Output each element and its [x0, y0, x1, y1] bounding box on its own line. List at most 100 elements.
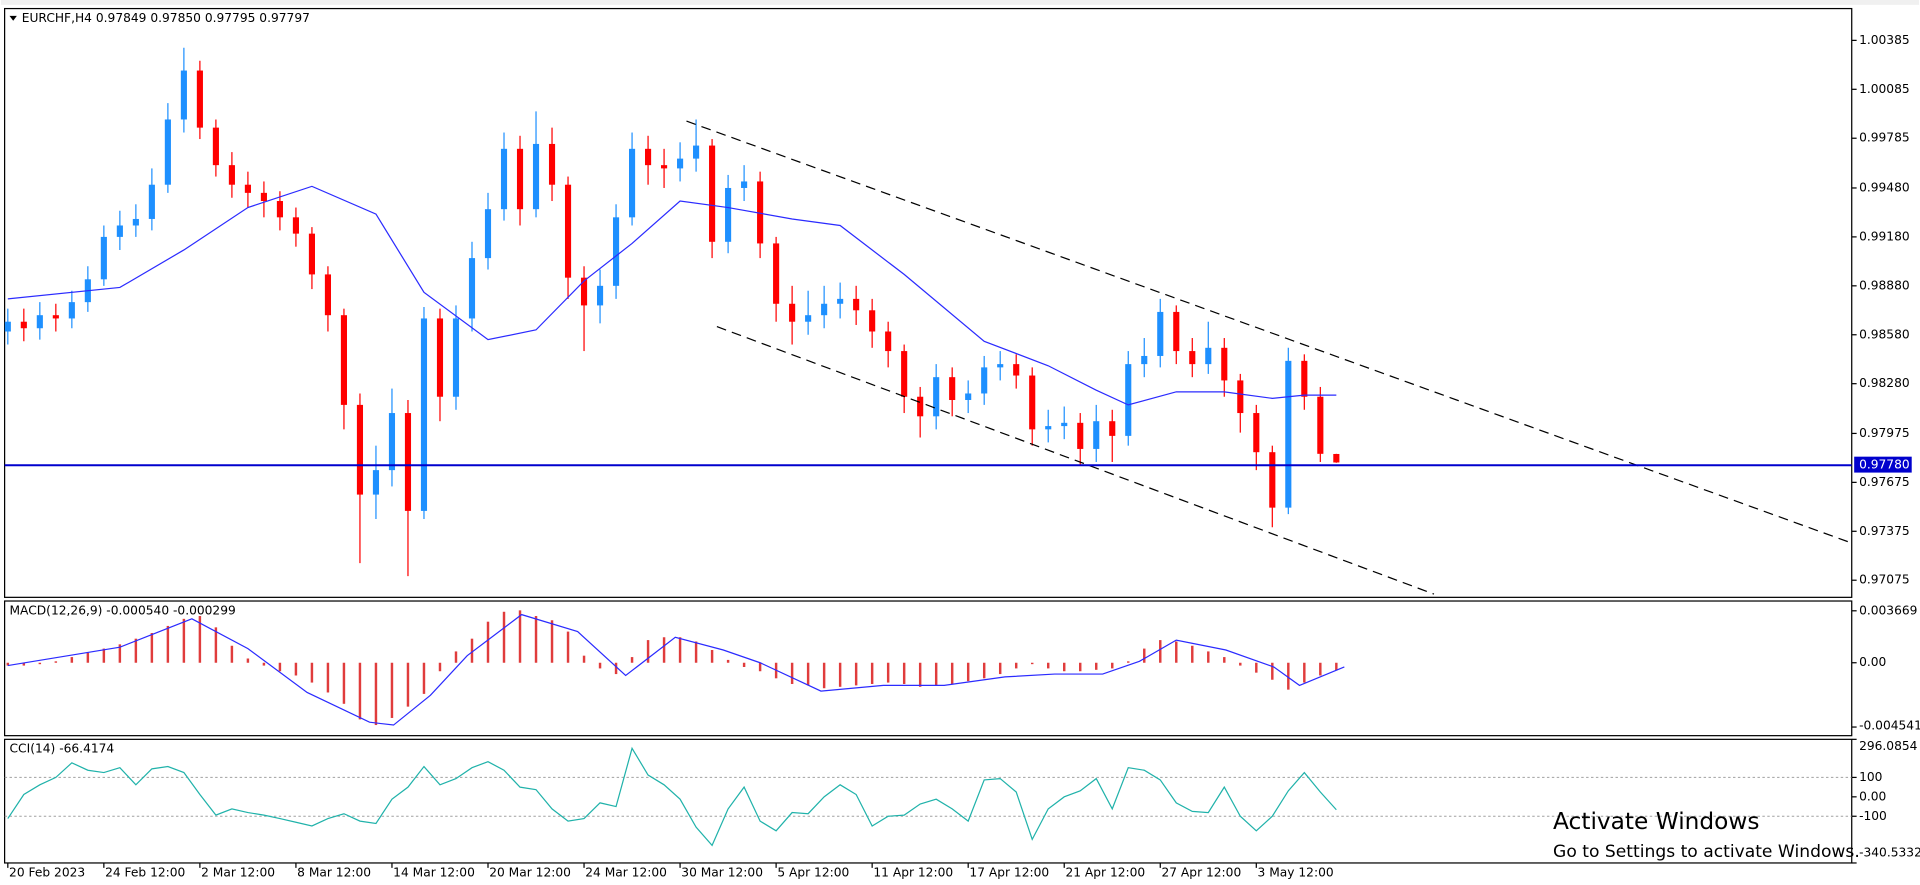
x-tick-label: 17 Apr 12:00 — [969, 865, 1049, 879]
macd-bar — [726, 659, 730, 663]
candle-body — [981, 367, 988, 394]
y-tick-label: 0.99480 — [1859, 180, 1910, 194]
candle-body — [532, 143, 540, 210]
candle-body — [52, 315, 59, 319]
macd-bar — [934, 662, 938, 686]
x-tick-label: 14 Mar 12:00 — [393, 865, 475, 879]
macd-bar — [486, 621, 490, 663]
y-tick-label: 0.97675 — [1859, 475, 1910, 489]
candle-body — [36, 315, 43, 329]
macd-bar — [86, 652, 90, 663]
panel-frame — [4, 600, 1853, 737]
candle-body — [148, 184, 155, 219]
y-tick-label: 0.99785 — [1859, 131, 1910, 145]
macd-bar — [54, 661, 58, 663]
x-tick-label: 5 Apr 12:00 — [777, 865, 849, 879]
macd-bar — [950, 662, 954, 684]
candle-body — [1285, 360, 1292, 508]
macd-bar — [102, 648, 106, 663]
macd-bar — [118, 644, 122, 663]
y-tick-label: 0.00 — [1859, 789, 1886, 803]
y-tick-label: 0.00 — [1859, 655, 1886, 669]
candle-body — [1013, 364, 1020, 376]
macd-bar — [406, 662, 410, 707]
candle-body — [116, 225, 123, 237]
y-tick-label: 0.99180 — [1859, 229, 1910, 243]
x-tick-label: 11 Apr 12:00 — [873, 865, 953, 879]
candle-body — [965, 393, 972, 400]
macd-bar — [614, 662, 618, 675]
macd-bar — [998, 662, 1002, 675]
candle-body — [1317, 396, 1324, 454]
candle-body — [661, 165, 668, 169]
candle-body — [580, 277, 588, 306]
macd-bar — [294, 662, 298, 676]
macd-bar — [662, 637, 666, 663]
candle-body — [1141, 355, 1148, 365]
y-tick-label: 0.97075 — [1859, 573, 1910, 587]
candle-body — [1045, 426, 1052, 430]
y-tick-label: -340.5332 — [1859, 846, 1920, 860]
candle-body — [693, 145, 700, 159]
macd-bar — [6, 662, 10, 666]
macd-bar — [918, 662, 922, 687]
macd-bar — [646, 640, 650, 663]
y-tick-label: 1.00085 — [1859, 82, 1910, 96]
candle-body — [1093, 421, 1100, 449]
plot-area — [6, 610, 1345, 726]
candle-body — [1189, 351, 1196, 365]
macd-bar — [1271, 662, 1274, 680]
candle-body — [244, 184, 251, 193]
macd-bar — [134, 638, 138, 663]
trend-line — [716, 326, 1435, 595]
macd-bar — [630, 657, 634, 663]
candle-body — [260, 192, 267, 202]
candle-body — [773, 243, 780, 304]
y-tick-label: 0.98880 — [1859, 278, 1910, 292]
candle-body — [1221, 347, 1228, 381]
macd-bar — [790, 662, 794, 684]
candle-body — [917, 396, 924, 417]
candle-body — [372, 470, 380, 495]
y-tick-label: -100 — [1859, 809, 1887, 823]
candle-body — [757, 181, 764, 244]
macd-bar — [326, 662, 330, 693]
candle-body — [1173, 311, 1180, 352]
candle-body — [516, 148, 524, 210]
candle-body — [4, 321, 11, 332]
x-tick-label: 24 Mar 12:00 — [585, 865, 667, 879]
y-tick-label: -0.004541 — [1859, 718, 1920, 732]
y-tick-label: 0.97975 — [1859, 426, 1910, 440]
moving-average — [7, 185, 1337, 406]
candle-body — [564, 184, 572, 278]
candle-body — [628, 148, 636, 218]
macd-bar — [1287, 662, 1290, 690]
macd-bar — [1111, 662, 1114, 669]
candle-body — [500, 148, 508, 210]
candle-body — [853, 298, 860, 311]
x-tick-label: 3 May 12:00 — [1258, 865, 1334, 879]
candle-body — [1077, 422, 1084, 449]
macd-bar — [806, 662, 810, 686]
candle-body — [1237, 380, 1244, 414]
indicator-title: EURCHF,H4 0.97849 0.97850 0.97795 0.9779… — [22, 11, 310, 25]
macd-bar — [246, 658, 250, 663]
macd-bar — [886, 662, 890, 683]
price-label: 0.97780 — [1859, 458, 1910, 472]
candle-body — [404, 413, 412, 511]
macd-bar — [870, 662, 874, 684]
candle-body — [468, 258, 476, 319]
candle-body — [212, 127, 219, 166]
macd-bar — [566, 631, 570, 663]
x-tick-label: 21 Apr 12:00 — [1065, 865, 1145, 879]
macd-bar — [1335, 662, 1338, 671]
plot-area — [4, 47, 1852, 595]
x-tick-label: 24 Feb 12:00 — [105, 865, 185, 879]
macd-bar — [1127, 661, 1130, 663]
indicator-line — [7, 746, 1337, 847]
candle-body — [837, 298, 844, 304]
macd-bar — [278, 662, 282, 672]
macd-bar — [1030, 662, 1034, 665]
candle-body — [68, 302, 75, 319]
